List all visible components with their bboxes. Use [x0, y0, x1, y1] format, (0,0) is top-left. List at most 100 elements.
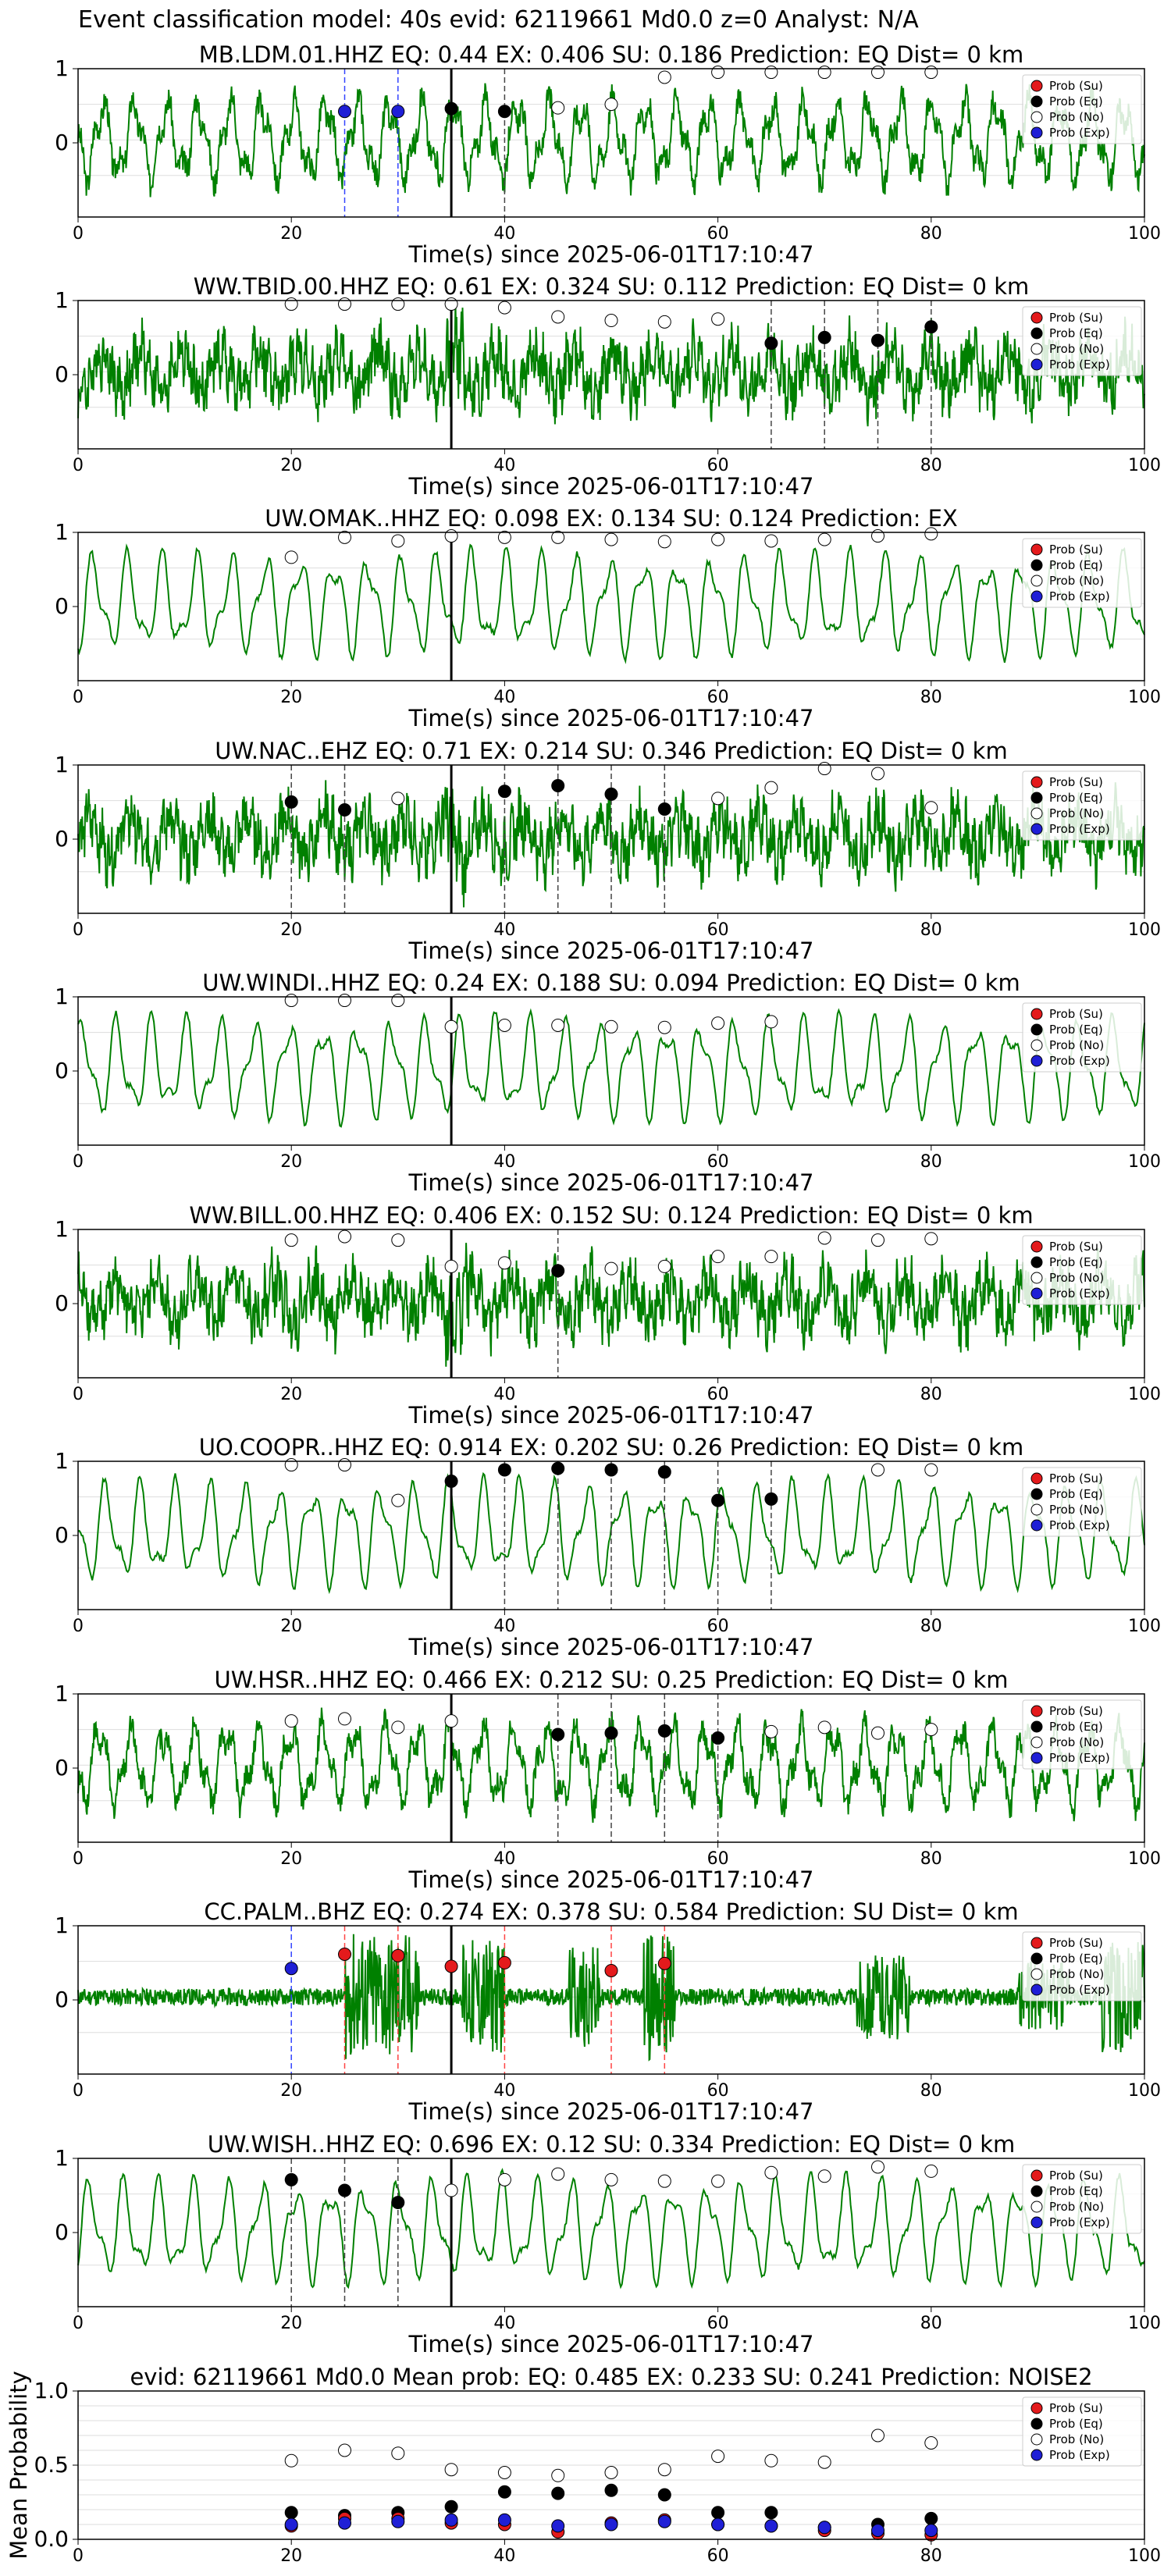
legend-label: Prob (Exp): [1049, 1518, 1110, 1532]
x-tick-label: 60: [707, 224, 729, 244]
probability-point: [657, 315, 671, 329]
legend: Prob (Su)Prob (Eq)Prob (No)Prob (Exp): [1022, 2164, 1142, 2234]
probability-point: [444, 1019, 458, 1034]
probability-point: [551, 1018, 565, 1032]
plot-frame: [77, 2390, 1145, 2540]
x-tick-label: 40: [493, 456, 515, 475]
legend: Prob (Su)Prob (Eq)Prob (No)Prob (Exp): [1022, 2396, 1142, 2467]
x-axis-label: Time(s) since 2025-06-01T17:10:47: [408, 2098, 814, 2125]
panel-9: CC.PALM..BHZ EQ: 0.274 EX: 0.378 SU: 0.5…: [55, 1898, 1161, 2125]
legend-box: [1022, 1931, 1142, 2001]
x-tick-label: 80: [920, 920, 942, 940]
x-tick-label: 80: [920, 2314, 942, 2333]
probability-point: [391, 994, 405, 1008]
probability-point: [657, 802, 671, 817]
y-tick-label: 1: [55, 1912, 69, 1938]
legend-marker: [1030, 126, 1043, 139]
waveform-trace: [77, 2168, 1145, 2290]
legend-label: Prob (Su): [1049, 1704, 1103, 1718]
probability-point: [338, 994, 351, 1008]
probability-point: [444, 1475, 458, 1489]
probability-point: [817, 1231, 831, 1245]
probability-point: [338, 1458, 351, 1472]
legend-marker: [1030, 543, 1043, 556]
x-tick-label: 80: [920, 1152, 942, 1172]
mean-prob-point: [604, 2466, 618, 2479]
legend-marker: [1030, 1055, 1043, 1067]
probability-point: [284, 1714, 298, 1728]
x-axis-label: Time(s) since 2025-06-01T17:10:47: [408, 1169, 814, 1196]
probability-point: [284, 1233, 298, 1247]
probability-point: [657, 1465, 671, 1479]
legend-marker: [1030, 1736, 1043, 1749]
legend-box: [1022, 1235, 1142, 1305]
y-tick-label: 0: [55, 593, 69, 619]
mean-prob-point: [444, 2500, 458, 2514]
x-tick-label: 40: [493, 1152, 515, 1172]
legend-label: Prob (No): [1049, 1038, 1104, 1052]
probability-point: [711, 1250, 725, 1264]
legend-marker: [1030, 1039, 1043, 1051]
mean-prob-point: [444, 2513, 458, 2527]
y-tick-label: 0: [55, 2219, 69, 2245]
probability-point: [924, 320, 938, 334]
x-tick-label: 20: [280, 1849, 302, 1869]
legend-marker: [1030, 2402, 1043, 2414]
x-tick-label: 100: [1128, 2081, 1161, 2101]
legend-label: Prob (Eq): [1049, 791, 1103, 805]
probability-point: [497, 785, 511, 799]
x-tick-label: 100: [1128, 1152, 1161, 1172]
probability-point: [497, 2172, 511, 2186]
probability-point: [284, 550, 298, 564]
legend-box: [1022, 1699, 1142, 1770]
probability-point: [604, 1726, 618, 1740]
probability-point: [604, 1463, 618, 1477]
probability-point: [871, 2160, 884, 2174]
legend-marker: [1030, 1968, 1043, 1980]
probability-point: [657, 1956, 671, 1970]
y-tick-label: 1.0: [34, 2378, 69, 2403]
mean-prob-point: [817, 2455, 831, 2469]
x-tick-label: 0: [73, 1617, 84, 1636]
x-tick-label: 0: [73, 920, 84, 940]
x-tick-label: 20: [280, 456, 302, 475]
y-tick-label: 0: [55, 1755, 69, 1781]
plot-frame: [77, 300, 1145, 450]
x-tick-label: 20: [280, 224, 302, 244]
x-tick-label: 0: [73, 224, 84, 244]
legend-marker: [1030, 1472, 1043, 1485]
legend-label: Prob (Su): [1049, 79, 1103, 93]
x-tick-label: 60: [707, 2314, 729, 2333]
legend-label: Prob (Su): [1049, 311, 1103, 325]
mean-prob-point: [764, 2506, 778, 2520]
x-tick-label: 100: [1128, 224, 1161, 244]
probability-point: [871, 66, 884, 80]
mean-prob-point: [551, 2486, 565, 2500]
legend-marker: [1030, 1503, 1043, 1516]
legend-label: Prob (Eq): [1049, 1023, 1103, 1037]
legend-marker: [1030, 1008, 1043, 1020]
y-tick-label: 0.5: [34, 2452, 69, 2478]
probability-point: [764, 336, 778, 350]
mean-prob-point: [711, 2450, 725, 2464]
probability-point: [711, 1731, 725, 1745]
x-tick-label: 0: [73, 1849, 84, 1869]
x-tick-label: 60: [707, 1849, 729, 1869]
probability-point: [338, 1712, 351, 1726]
x-axis-label: Time(s) since 2025-06-01T17:10:47: [408, 473, 814, 500]
x-tick-label: 20: [280, 920, 302, 940]
probability-point: [817, 532, 831, 546]
x-tick-label: 40: [493, 2081, 515, 2101]
probability-point: [871, 1726, 884, 1740]
x-tick-label: 60: [707, 920, 729, 940]
probability-point: [391, 534, 405, 548]
mean-prob-point: [711, 2506, 725, 2520]
waveform-trace: [77, 300, 1145, 427]
x-tick-label: 20: [280, 1385, 302, 1404]
probability-point: [924, 1463, 938, 1477]
probability-point: [817, 2169, 831, 2183]
probability-point: [551, 2167, 565, 2181]
legend-label: Prob (No): [1049, 1271, 1104, 1285]
legend-label: Prob (Su): [1049, 1936, 1103, 1950]
